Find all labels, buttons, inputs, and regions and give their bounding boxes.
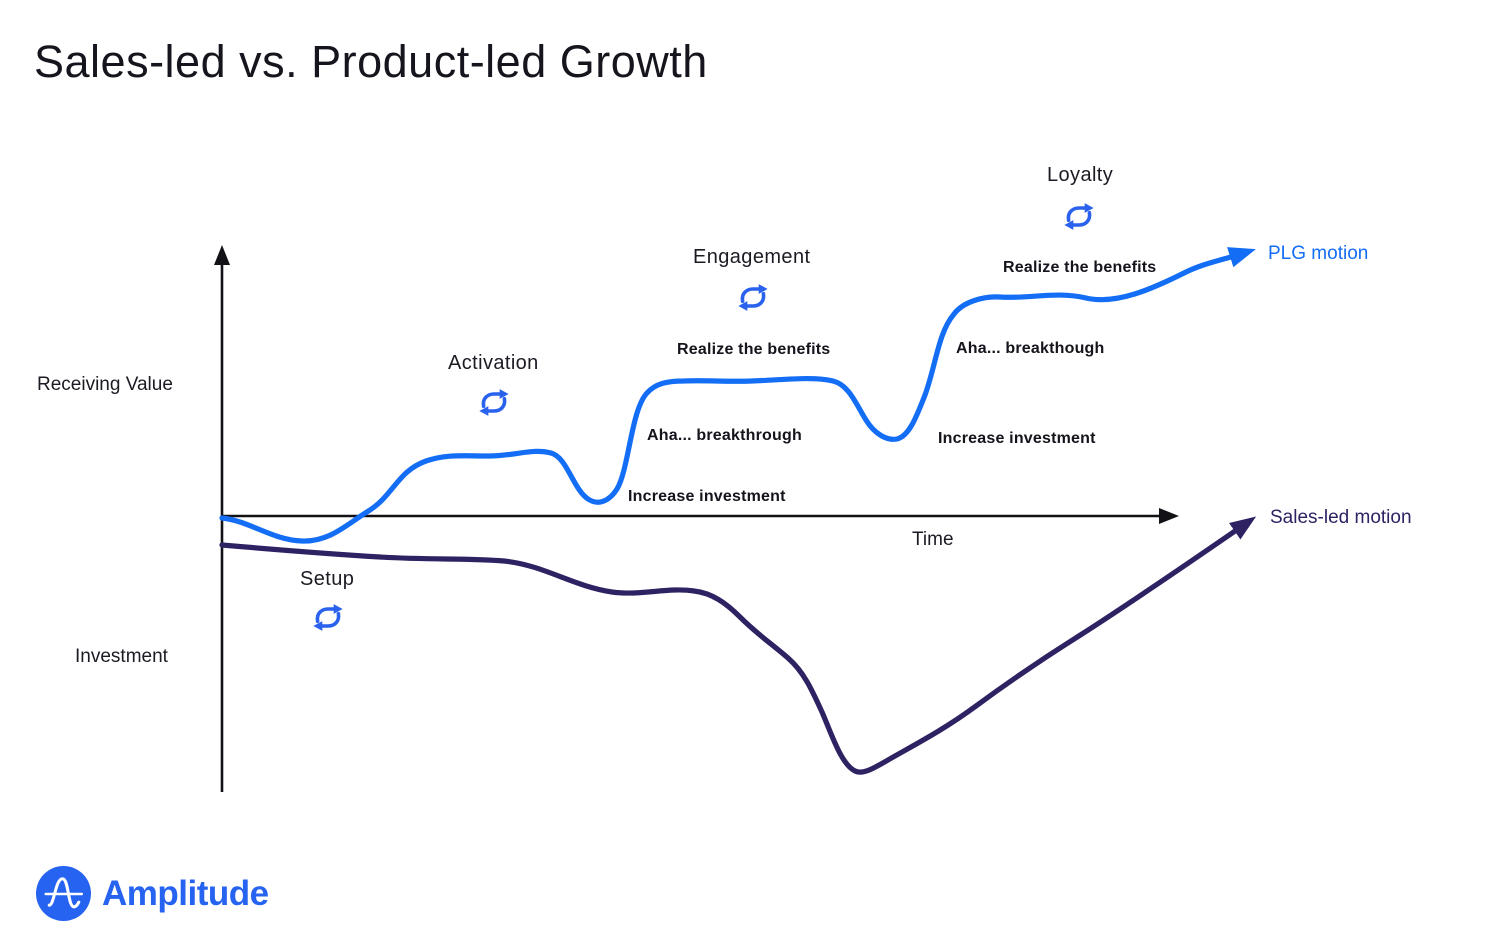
annotation-aha-breakthrough-1: Aha... breakthrough bbox=[647, 427, 802, 444]
amplitude-wordmark: Amplitude bbox=[102, 874, 269, 913]
y-axis-label-investment: Investment bbox=[75, 646, 168, 667]
y-axis-label-receiving-value: Receiving Value bbox=[37, 374, 173, 395]
annotation-increase-investment-2: Increase investment bbox=[938, 430, 1096, 447]
annotation-increase-investment-1: Increase investment bbox=[628, 488, 786, 505]
amplitude-logo-icon bbox=[36, 866, 91, 921]
stage-label-setup: Setup bbox=[300, 568, 355, 590]
loyalty-loop-icon bbox=[1064, 203, 1094, 230]
setup-loop-icon bbox=[313, 604, 343, 631]
x-axis-label-time: Time bbox=[912, 529, 954, 550]
annotation-aha-breakthrough-2: Aha... breakthough bbox=[956, 340, 1105, 357]
activation-loop-icon bbox=[479, 389, 509, 416]
legend-sales-led-motion: Sales-led motion bbox=[1270, 507, 1412, 528]
plg-motion-curve bbox=[219, 247, 1256, 544]
legend-plg-motion: PLG motion bbox=[1268, 243, 1369, 264]
stage-label-activation: Activation bbox=[448, 352, 539, 374]
stage-label-loyalty: Loyalty bbox=[1047, 164, 1114, 186]
sales-led-motion-curve bbox=[219, 516, 1257, 775]
annotation-realize-benefits-1: Realize the benefits bbox=[677, 341, 831, 358]
annotation-realize-benefits-2: Realize the benefits bbox=[1003, 259, 1157, 276]
stage-label-engagement: Engagement bbox=[693, 246, 811, 268]
engagement-loop-icon bbox=[738, 284, 768, 311]
page-title: Sales-led vs. Product-led Growth bbox=[34, 36, 708, 87]
amplitude-logo: Amplitude bbox=[36, 866, 269, 921]
